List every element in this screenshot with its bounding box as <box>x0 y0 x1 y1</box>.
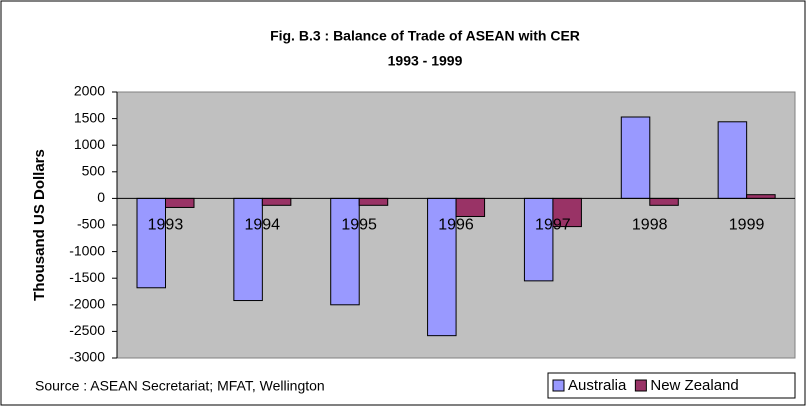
bar <box>523 197 554 282</box>
y-axis-label: Thousand US Dollars <box>31 149 48 301</box>
legend-label: New Zealand <box>650 377 738 394</box>
bar <box>455 197 486 217</box>
x-tick-label: 1995 <box>341 217 377 234</box>
bar <box>717 121 748 199</box>
y-tick-label: 2000 <box>74 83 105 99</box>
chart-subtitle: 1993 - 1999 <box>388 53 463 69</box>
y-tick-label: -1000 <box>69 242 105 258</box>
legend-swatch <box>634 379 647 392</box>
x-tick-label: 1997 <box>535 217 571 234</box>
x-tick-label: 1993 <box>148 217 184 234</box>
y-tick-label: -2000 <box>69 296 105 312</box>
x-tick-label: 1999 <box>729 217 765 234</box>
bar <box>358 197 389 206</box>
bar <box>620 116 651 199</box>
y-tick-label: 1500 <box>74 109 105 125</box>
y-tick-label: 500 <box>82 163 106 179</box>
y-tick-label: 1000 <box>74 136 105 152</box>
legend-box <box>547 372 796 399</box>
bar <box>261 197 292 206</box>
chart-title: Fig. B.3 : Balance of Trade of ASEAN wit… <box>270 28 580 44</box>
bar <box>746 194 776 199</box>
source-note: Source : ASEAN Secretariat; MFAT, Wellin… <box>35 378 325 394</box>
bar <box>330 197 360 306</box>
y-tick-label: -2500 <box>69 322 105 338</box>
y-tick-label: -3000 <box>69 349 105 365</box>
bar <box>552 197 582 228</box>
x-tick-label: 1994 <box>244 217 280 234</box>
bar <box>165 197 195 208</box>
bar <box>136 197 166 289</box>
y-tick-label: -500 <box>77 216 105 232</box>
legend-swatch <box>552 379 565 392</box>
y-tick-label: -1500 <box>69 269 105 285</box>
legend-label: Australia <box>568 377 627 394</box>
y-tick-label: 0 <box>97 189 105 205</box>
x-tick-label: 1996 <box>438 217 474 234</box>
bar <box>649 197 679 206</box>
bar <box>233 197 263 302</box>
x-tick-label: 1998 <box>632 217 668 234</box>
